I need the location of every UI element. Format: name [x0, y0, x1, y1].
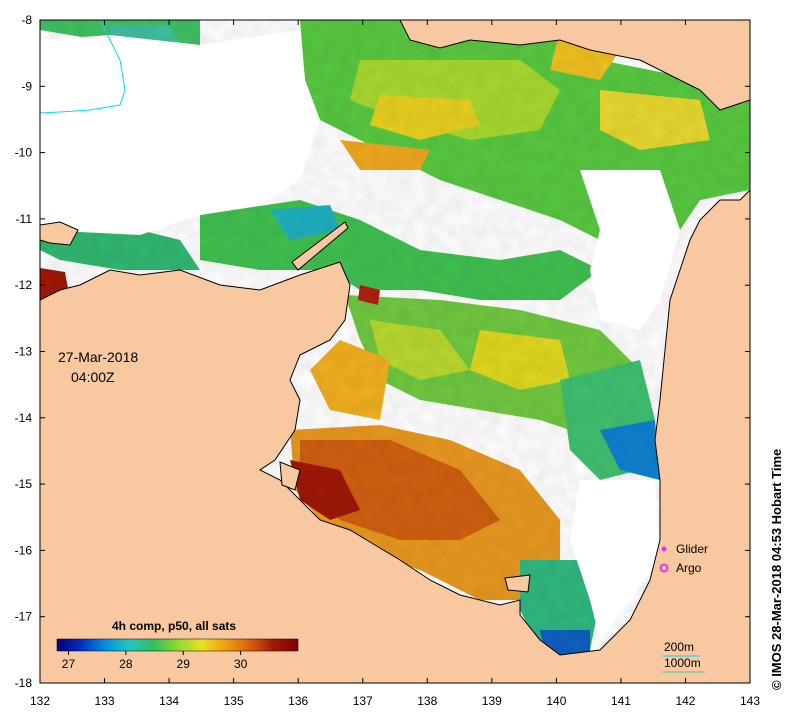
- lon-axis: 132 133 134 135 136 137 138 139 140 141 142 143: [30, 20, 760, 708]
- lat-axis: -8 -9 -10 -11 -12 -13 -14 -15 -16 -17 -18: [15, 13, 750, 690]
- isobath-legend: 200m 1000m: [662, 640, 705, 673]
- lon-tick-label: 135: [224, 694, 244, 708]
- lat-tick-label: -15: [15, 477, 33, 491]
- lat-tick-label: -13: [15, 345, 33, 359]
- isobath-200m-label: 200m: [664, 640, 694, 654]
- lon-tick-label: 132: [30, 694, 50, 708]
- lon-tick-label: 140: [546, 694, 566, 708]
- lon-tick-label: 134: [159, 694, 179, 708]
- lon-tick-label: 133: [95, 694, 115, 708]
- colorbar-tick-label: 29: [177, 657, 191, 671]
- argo-marker-icon: [659, 563, 669, 573]
- lat-tick-label: -8: [21, 13, 32, 27]
- lon-tick-label: 139: [482, 694, 502, 708]
- lat-tick-label: -9: [21, 79, 32, 93]
- colorbar-tick-label: 30: [234, 657, 248, 671]
- lon-tick-label: 143: [740, 694, 760, 708]
- credit-label: © IMOS 28-Mar-2018 04:53 Hobart Time: [769, 449, 784, 690]
- lon-tick-label: 136: [288, 694, 308, 708]
- nodata-southeast: [570, 480, 660, 640]
- colorbar: 4h comp, p50, all sats 27 28 29 30: [56, 619, 299, 671]
- isobath-200m: [40, 20, 126, 114]
- lon-tick-label: 137: [353, 694, 373, 708]
- isobath-1000m-label: 1000m: [664, 656, 701, 670]
- glider-marker-icon: [661, 546, 667, 552]
- lat-tick-label: -10: [15, 146, 33, 160]
- glider-label: Glider: [676, 542, 708, 556]
- colorbar-title: 4h comp, p50, all sats: [112, 619, 236, 633]
- nodata-east: [580, 170, 680, 330]
- argo-label: Argo: [676, 561, 702, 575]
- date-label: 27-Mar-2018: [58, 349, 138, 365]
- colorbar-tick-label: 28: [119, 657, 133, 671]
- colorbar-ticks: 27 28 29 30: [62, 651, 248, 671]
- lon-tick-label: 138: [417, 694, 437, 708]
- time-label: 04:00Z: [71, 369, 115, 385]
- nodata-west: [40, 30, 320, 235]
- land: [40, 20, 750, 683]
- lon-tick-label: 141: [611, 694, 631, 708]
- lat-tick-label: -16: [15, 543, 33, 557]
- lon-tick-label: 142: [675, 694, 695, 708]
- lat-tick-label: -11: [16, 212, 33, 226]
- lat-tick-label: -12: [15, 278, 33, 292]
- lat-tick-label: -18: [15, 676, 33, 690]
- platform-legend: Glider Argo: [659, 542, 708, 575]
- colorbar-tick-label: 27: [62, 657, 76, 671]
- colorbar-gradient: [56, 638, 299, 652]
- lat-tick-label: -17: [15, 610, 33, 624]
- lat-tick-label: -14: [15, 411, 33, 425]
